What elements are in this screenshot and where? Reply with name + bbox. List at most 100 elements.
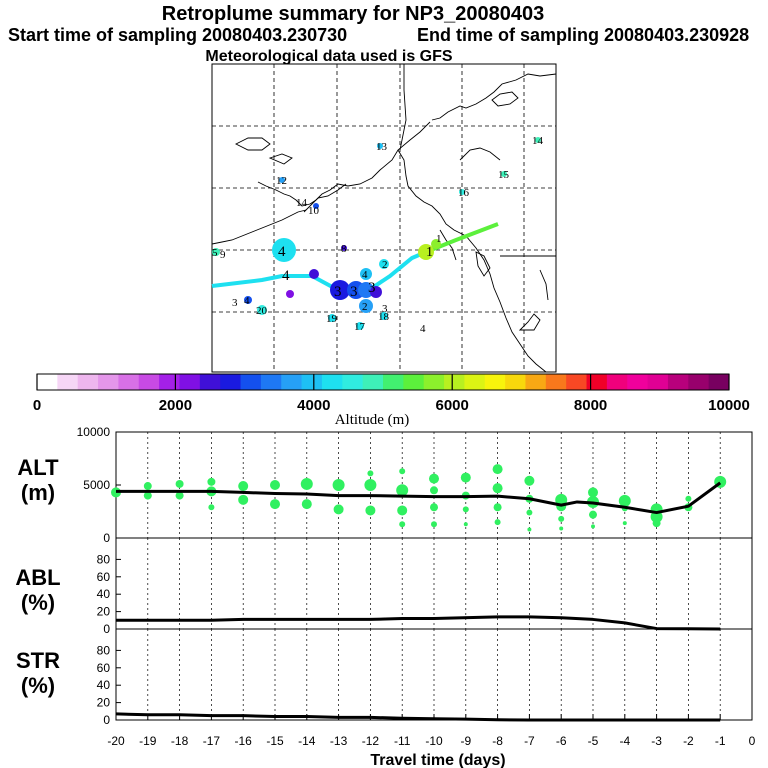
alt-plume-point	[397, 505, 408, 516]
y-tick-label: 40	[97, 678, 111, 692]
alt-plume-point	[143, 482, 152, 491]
map-label: 4	[362, 269, 368, 281]
alt-unit-label: (m)	[21, 480, 55, 505]
plume-dot	[286, 290, 294, 298]
y-tick-label: 5000	[83, 478, 110, 492]
colorbar-swatch	[444, 374, 465, 390]
met-data-text: Meteorological data used is GFS	[205, 48, 452, 65]
colorbar-swatch	[484, 374, 506, 390]
map-label: 3	[368, 280, 376, 296]
alt-plume-point	[300, 477, 313, 490]
y-tick-label: 80	[97, 643, 111, 657]
x-tick-label: -15	[266, 734, 284, 748]
map-label: 12	[276, 175, 287, 187]
x-tick-label: -6	[556, 734, 567, 748]
alt-plume-point	[332, 479, 345, 491]
map-label: 19	[326, 313, 338, 325]
x-tick-label: -12	[362, 734, 380, 748]
y-tick-label: 10000	[77, 425, 111, 439]
x-tick-label: -5	[588, 734, 599, 748]
plume-dot	[360, 268, 372, 280]
start-time-text: Start time of sampling 20080403.230730	[8, 25, 347, 45]
x-tick-label: -14	[298, 734, 316, 748]
map-label: 14	[296, 197, 308, 209]
colorbar-swatch	[138, 374, 160, 390]
colorbar-swatch	[220, 374, 242, 390]
colorbar-swatch	[301, 374, 323, 390]
x-tick-label: -7	[524, 734, 535, 748]
map-label: 20	[256, 305, 268, 317]
figure-title: Retroplume summary for NP3_20080403	[162, 3, 544, 25]
map-label: 18	[378, 311, 390, 323]
map-coastlines	[211, 64, 557, 373]
alt-plume-point	[238, 481, 249, 492]
alt-plume-point	[492, 483, 503, 494]
map-label: 15	[498, 169, 510, 181]
series-line	[115, 712, 721, 722]
plume-dot	[358, 282, 374, 298]
x-tick-label: -1	[715, 734, 726, 748]
alt-plume-point	[431, 521, 437, 528]
colorbar-swatch	[98, 374, 119, 390]
plume-dot	[279, 177, 285, 183]
series-line	[116, 481, 722, 515]
colorbar-swatch	[281, 374, 303, 390]
colorbar-swatch	[159, 374, 180, 390]
colorbar-swatch	[586, 374, 608, 390]
map-label: 4	[282, 268, 290, 284]
map-label: 3	[350, 284, 358, 300]
alt-plume-point	[527, 527, 532, 532]
y-tick-label: 40	[97, 587, 111, 601]
end-time-text: End time of sampling 20080403.230928	[417, 25, 749, 45]
colorbar-swatch	[342, 374, 364, 390]
map-label: 14	[532, 135, 544, 147]
colorbar-tick-label: 10000	[708, 397, 750, 414]
plume-dot	[341, 245, 347, 251]
map-label: 9	[220, 249, 226, 261]
alt-plume-point	[460, 472, 471, 483]
alt-plume-point	[430, 503, 438, 512]
map-label: 10	[308, 205, 320, 217]
x-tick-label: -20	[107, 734, 125, 748]
alt-plume-point	[618, 494, 631, 507]
map-label: 13	[376, 141, 388, 153]
map-label: 3	[382, 303, 388, 315]
colorbar-swatch	[403, 374, 425, 390]
map-label: 4	[420, 323, 426, 335]
colorbar-swatch	[423, 374, 445, 390]
plume-dot	[370, 286, 382, 298]
colorbar-swatch	[321, 374, 343, 390]
plume-dot	[272, 238, 296, 262]
alt-plume-point	[301, 499, 312, 510]
colorbar-swatch	[464, 374, 486, 390]
alt-plume-point	[685, 495, 692, 502]
map-label: 3	[334, 284, 342, 300]
plume-dot	[356, 322, 364, 330]
abl-label: ABL	[15, 565, 60, 590]
map-label: 5	[212, 247, 218, 259]
str-label: STR	[16, 648, 60, 673]
map-label: 2	[362, 301, 368, 313]
x-tick-label: -18	[171, 734, 189, 748]
plume-dot	[257, 305, 267, 315]
colorbar-swatch	[199, 374, 221, 390]
x-tick-label: -2	[683, 734, 694, 748]
colorbar-tick-label: 4000	[297, 397, 330, 414]
plume-dot	[359, 299, 373, 313]
altitude-colorbar: 0 2000 4000 6000 8000 10000	[33, 373, 750, 414]
x-tick-label: -16	[235, 734, 253, 748]
alt-plume-point	[367, 470, 374, 477]
plume-dot	[377, 143, 383, 149]
colorbar-swatch	[688, 374, 710, 390]
x-tick-label: -9	[460, 734, 471, 748]
colorbar-tick-label: 8000	[574, 397, 607, 414]
alt-plume-point	[270, 499, 280, 510]
alt-plume-point	[175, 479, 184, 488]
alt-plume-point	[430, 486, 438, 495]
plume-dot	[380, 312, 388, 320]
map-panel: 13 12 14 10 16 15 14 5 9 4 4 8 1 1 2 4 3…	[211, 63, 557, 373]
x-tick-label: -19	[139, 734, 157, 748]
plume-dot	[535, 137, 541, 143]
colorbar-swatch	[566, 374, 588, 390]
